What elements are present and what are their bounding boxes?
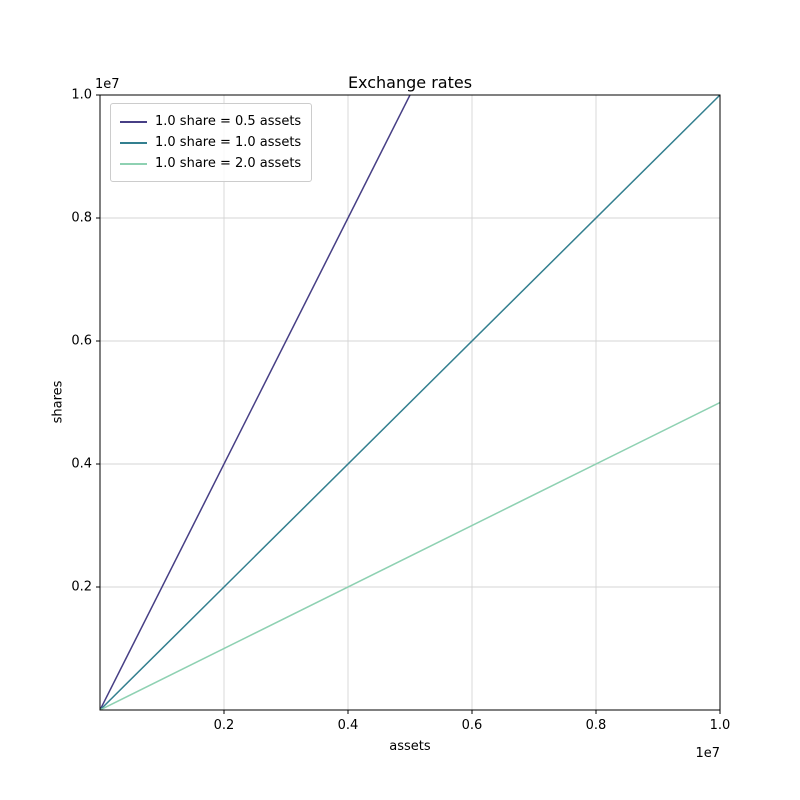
y-axis-offset-text: 1e7 [95, 77, 120, 92]
legend-item: 1.0 share = 0.5 assets [120, 111, 301, 132]
y-tick-label: 0.8 [71, 211, 92, 226]
legend-label: 1.0 share = 2.0 assets [155, 156, 302, 171]
legend-line-swatch [120, 120, 147, 123]
y-tick-label: 0.2 [71, 580, 92, 595]
legend-line-swatch [120, 141, 147, 144]
x-tick-label: 0.6 [462, 718, 483, 733]
legend: 1.0 share = 0.5 assets 1.0 share = 1.0 as… [110, 103, 313, 182]
plot-border [99, 94, 721, 711]
series-line [100, 95, 720, 710]
x-tick-label: 0.2 [214, 718, 235, 733]
y-tick-label: 1.0 [71, 88, 92, 103]
series-line [100, 95, 411, 710]
x-tick-label: 0.4 [338, 718, 359, 733]
x-tick-label: 1.0 [710, 718, 731, 733]
chart-title: Exchange rates [347, 73, 473, 92]
legend-item: 1.0 share = 2.0 assets [120, 153, 301, 174]
y-axis-label: shares [50, 380, 66, 424]
legend-label: 1.0 share = 0.5 assets [155, 114, 302, 129]
legend-item: 1.0 share = 1.0 assets [120, 132, 301, 153]
x-axis-offset-text: 1e7 [695, 746, 720, 761]
x-tick-label: 0.8 [586, 718, 607, 733]
legend-label: 1.0 share = 1.0 assets [155, 135, 302, 150]
y-tick-label: 0.6 [71, 334, 92, 349]
legend-line-swatch [120, 162, 147, 165]
x-axis-label: assets [389, 739, 431, 754]
y-tick-label: 0.4 [71, 457, 92, 472]
series-line [100, 401, 720, 710]
